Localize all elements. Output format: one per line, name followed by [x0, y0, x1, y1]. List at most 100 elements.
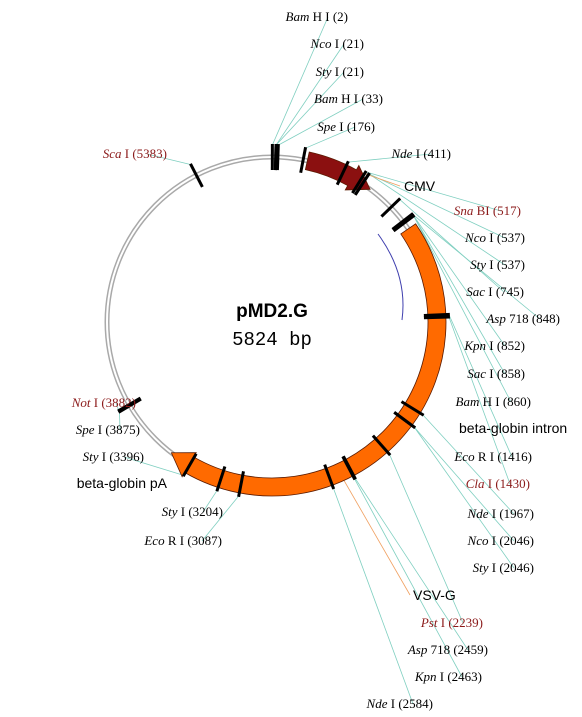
site-enzyme: Nde: [467, 506, 489, 521]
site-label: Nde I (411): [391, 146, 451, 161]
site-leader: [365, 171, 502, 212]
vsvg-leader: [337, 469, 411, 596]
feature-label-cmv: CMV: [404, 178, 436, 194]
site-position: (3875): [105, 422, 140, 437]
site-tick: [237, 471, 245, 498]
site-leader: [347, 153, 432, 163]
site-enzyme: Sty: [83, 449, 99, 464]
site-position: (2239): [448, 615, 483, 630]
site-suffix: I: [486, 230, 497, 245]
site-label: Sty I (21): [316, 64, 364, 79]
cmv-leader: [359, 171, 401, 187]
site-leader: [202, 490, 218, 513]
site-label: Sac I (745): [466, 284, 524, 299]
site-leader: [146, 153, 192, 166]
site-suffix: I: [486, 366, 497, 381]
feature-label-betaglobin-intron: beta-globin intron: [459, 420, 567, 436]
site-tick: [189, 163, 204, 188]
site-suffix: I: [336, 119, 347, 134]
site-enzyme: Asp: [407, 642, 428, 657]
site-position: (1967): [499, 506, 534, 521]
site-label: Nco I (2046): [467, 533, 534, 548]
site-position: (3204): [188, 504, 223, 519]
site-leader: [413, 215, 512, 403]
site-enzyme: Spe: [76, 422, 95, 437]
site-tick: [181, 452, 198, 478]
site-label: Nde I (2584): [366, 696, 433, 711]
site-leader: [123, 456, 184, 476]
site-position: (1416): [497, 449, 532, 464]
site-leader: [354, 478, 463, 678]
feature-label-betaglobin-pa: beta-globin pA: [77, 475, 168, 491]
site-leader: [354, 478, 469, 651]
site-label: Bam H I (860): [456, 394, 531, 409]
site-suffix: I: [488, 560, 499, 575]
site-enzyme: Sna: [454, 203, 474, 218]
site-enzyme: Pst: [420, 615, 438, 630]
site-label: Nco I (537): [464, 230, 525, 245]
site-label: Spe I (176): [317, 119, 375, 134]
site-suffix: I: [412, 146, 423, 161]
site-tick: [323, 464, 336, 490]
site-label: Not I (3882): [71, 395, 136, 410]
site-label: Sac I (858): [467, 366, 525, 381]
site-enzyme: Asp: [485, 311, 506, 326]
site-tick: [351, 170, 368, 194]
site-label: Pst I (2239): [420, 615, 483, 630]
site-label: Asp 718 (2459): [407, 642, 488, 657]
site-enzyme: Kpn: [463, 338, 486, 353]
site-suffix: I: [90, 395, 101, 410]
site-labels: Bam H I (2) Nco I (21) Sty I (21) Bam H I (…: [71, 9, 560, 711]
site-leader: [272, 16, 329, 146]
site-suffix: I: [331, 36, 342, 51]
plasmid-name: pMD2.G: [236, 301, 308, 322]
site-leader: [201, 495, 240, 542]
site-enzyme: Sty: [162, 504, 178, 519]
site-enzyme: Bam: [286, 9, 310, 24]
inner-arc: [377, 233, 404, 321]
site-label: Sty I (537): [470, 257, 525, 272]
site-position: (2046): [499, 560, 534, 575]
site-position: (745): [496, 284, 524, 299]
site-enzyme: Bam: [456, 394, 480, 409]
site-suffix: I: [437, 615, 448, 630]
site-suffix: I: [94, 422, 105, 437]
site-enzyme: Eco: [453, 449, 475, 464]
site-tick: [371, 434, 392, 457]
site-label: Bam H I (2): [286, 9, 348, 24]
site-position: (21): [342, 36, 364, 51]
feature-arrow-vsvg: [170, 223, 447, 497]
site-position: (176): [347, 119, 375, 134]
site-position: (33): [361, 91, 383, 106]
site-enzyme: Sty: [473, 560, 489, 575]
site-suffix: R I: [475, 449, 498, 464]
site-suffix: I: [484, 476, 495, 491]
site-position: (411): [423, 146, 451, 161]
site-position: (1430): [495, 476, 530, 491]
site-label: Sca I (5383): [103, 146, 167, 161]
site-suffix: BI: [473, 203, 493, 218]
site-suffix: I: [436, 669, 447, 684]
site-leader: [368, 173, 506, 239]
site-leader: [448, 314, 513, 458]
site-position: (2459): [453, 642, 488, 657]
site-enzyme: Nde: [391, 146, 413, 161]
site-tick: [400, 400, 425, 417]
site-leader: [422, 414, 515, 515]
plasmid-size: 5824 bp: [232, 329, 312, 351]
site-position: (537): [497, 257, 525, 272]
site-tick: [275, 144, 280, 171]
site-suffix: I: [486, 257, 497, 272]
site-leader: [368, 173, 506, 266]
site-enzyme: Nde: [366, 696, 388, 711]
site-tick: [335, 160, 350, 186]
leader-lines: [115, 16, 541, 705]
site-tick: [423, 312, 450, 317]
site-suffix: I: [488, 506, 499, 521]
site-leader: [119, 411, 121, 431]
site-enzyme: Nco: [310, 36, 332, 51]
site-position: (858): [497, 366, 525, 381]
site-label: Cla I (1430): [466, 476, 530, 491]
site-leader: [412, 213, 541, 320]
site-tick: [353, 172, 371, 196]
